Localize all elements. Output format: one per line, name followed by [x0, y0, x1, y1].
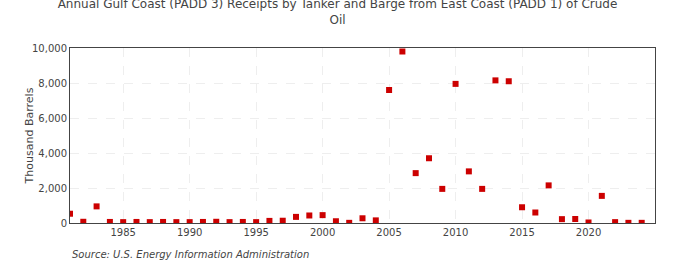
svg-text:10,000: 10,000 — [32, 43, 67, 54]
svg-text:8,000: 8,000 — [38, 78, 67, 89]
svg-text:6,000: 6,000 — [38, 113, 67, 124]
svg-text:1985: 1985 — [110, 227, 135, 238]
svg-text:Source: U.S. Energy Informatio: Source: U.S. Energy Information Administ… — [72, 249, 309, 260]
svg-text:4,000: 4,000 — [38, 148, 67, 159]
svg-text:Annual Gulf Coast (PADD 3) Rec: Annual Gulf Coast (PADD 3) Receipts by T… — [58, 0, 618, 27]
svg-text:Thousand Barrels: Thousand Barrels — [23, 87, 36, 184]
svg-text:2005: 2005 — [376, 227, 401, 238]
svg-text:0: 0 — [61, 218, 67, 229]
svg-text:1995: 1995 — [243, 227, 268, 238]
svg-text:2010: 2010 — [443, 227, 468, 238]
svg-text:2020: 2020 — [576, 227, 601, 238]
svg-text:2015: 2015 — [509, 227, 534, 238]
svg-text:1990: 1990 — [177, 227, 202, 238]
svg-text:2,000: 2,000 — [38, 183, 67, 194]
svg-text:2000: 2000 — [310, 227, 335, 238]
